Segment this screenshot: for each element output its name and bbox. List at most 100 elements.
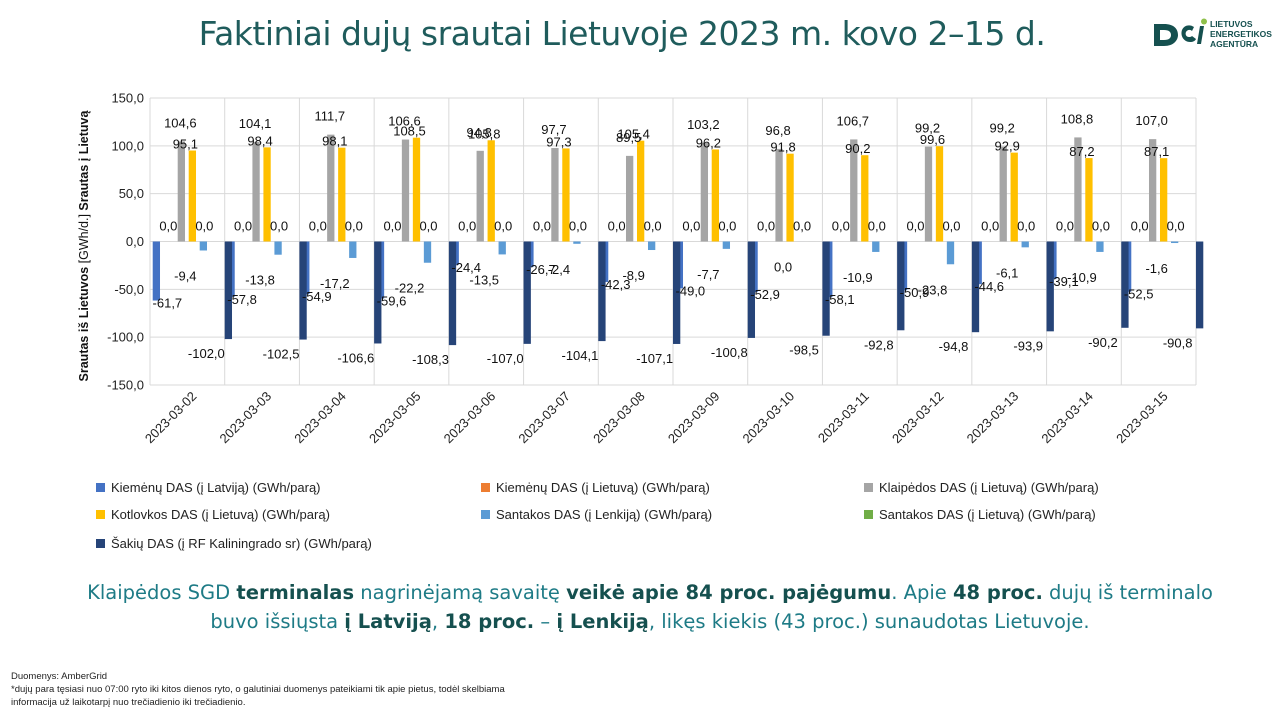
data-label: 98,4 (247, 133, 272, 148)
legend-label: Kiemėnų DAS (į Latviją) (GWh/parą) (111, 480, 321, 495)
data-label: 0,0 (270, 219, 288, 234)
legend-swatch (864, 510, 873, 519)
bar (349, 241, 357, 258)
data-label: -1,6 (1145, 261, 1167, 276)
data-label: 99,6 (920, 132, 945, 147)
data-label: -8,9 (622, 268, 644, 283)
data-label: -61,7 (153, 296, 183, 311)
data-label: -24,4 (451, 260, 481, 275)
data-label: 96,8 (765, 123, 790, 138)
data-label: -10,9 (843, 270, 873, 285)
data-label: 0,0 (774, 260, 792, 275)
data-label: 0,0 (868, 219, 886, 234)
data-label: 0,0 (757, 219, 775, 234)
x-tick-label: 2023-03-09 (665, 389, 723, 447)
data-label: 0,0 (569, 219, 587, 234)
x-tick-label: 2023-03-11 (815, 389, 872, 446)
data-label: 0,0 (981, 219, 999, 234)
data-label: -90,2 (1088, 335, 1118, 350)
data-label: 0,0 (309, 219, 327, 234)
bar (636, 140, 645, 242)
data-label: -49,0 (676, 283, 706, 298)
bar (252, 141, 260, 242)
data-label: 96,2 (696, 135, 721, 150)
y-axis-title: Srautas iš Lietuvos [GWh/d.] Srautas į L… (77, 109, 91, 381)
data-label: -58,1 (825, 292, 855, 307)
legend-item: Santakos DAS (į Lietuvą) (GWh/parą) (864, 507, 1096, 522)
data-label: 92,9 (995, 139, 1020, 154)
data-label: 0,0 (533, 219, 551, 234)
footnote-line: informacija už laikotarpį nuo trečiadien… (11, 697, 246, 708)
x-tick-label: 2023-03-14 (1038, 389, 1096, 447)
bar (897, 241, 905, 331)
x-tick-label: 2023-03-04 (291, 389, 349, 447)
bar (722, 241, 731, 249)
bar-chart: 150,0 100,0 50,0 0,0 -50,0 -100,0 -150,0 -61,7 -… (77, 91, 1204, 447)
bar (374, 241, 382, 344)
data-label: 105,4 (617, 127, 650, 142)
bar (861, 155, 869, 242)
legend-item: Kiemėnų DAS (į Lietuvą) (GWh/parą) (481, 480, 710, 495)
data-label: 104,6 (164, 115, 197, 130)
bar (1074, 137, 1082, 242)
data-label: 0,0 (195, 219, 213, 234)
bar (263, 147, 271, 242)
x-tick-label: 2023-03-13 (964, 389, 1022, 447)
y-tick-label: 150,0 (111, 91, 144, 106)
data-label: 0,0 (682, 219, 700, 234)
data-label: 97,3 (546, 134, 571, 149)
data-label: -9,4 (174, 268, 196, 283)
data-label: 87,1 (1144, 144, 1169, 159)
data-label: -52,5 (1124, 287, 1154, 302)
data-label: 0,0 (458, 219, 476, 234)
data-label: -107,0 (487, 351, 524, 366)
data-label: 0,0 (942, 219, 960, 234)
data-label: -10,9 (1067, 270, 1097, 285)
data-label: -90,8 (1163, 335, 1193, 350)
y-axis-title-part: [GWh/d.] (77, 214, 91, 267)
y-tick-label: -150,0 (107, 378, 144, 393)
data-label: 0,0 (1167, 219, 1185, 234)
data-label: 0,0 (644, 219, 662, 234)
data-label: -50,9 (900, 285, 930, 300)
y-tick-label: 50,0 (119, 186, 144, 201)
x-tick-label: 2023-03-12 (889, 389, 947, 447)
bar (152, 241, 161, 301)
bar (487, 140, 495, 242)
bar (274, 241, 282, 255)
data-label: 0,0 (906, 219, 924, 234)
data-label: 99,2 (915, 121, 940, 136)
bar (562, 148, 570, 242)
bar (1021, 241, 1029, 248)
legend-swatch (864, 483, 873, 492)
x-tick-label: 2023-03-06 (441, 389, 499, 447)
data-label: -39,1 (1049, 274, 1079, 289)
bar (448, 241, 457, 346)
bar (700, 142, 709, 242)
data-label: -44,6 (974, 279, 1004, 294)
data-label: -13,5 (469, 272, 499, 287)
data-label: 0,0 (383, 219, 401, 234)
data-label: -2,4 (548, 262, 570, 277)
x-tick-label: 2023-03-08 (590, 389, 648, 447)
bar (224, 241, 233, 340)
logo-text: LIETUVOS ENERGETIKOS AGENTŪRA (1210, 19, 1272, 49)
bar (1046, 241, 1054, 332)
logo-mark-icon (1154, 18, 1207, 46)
data-label: -106,6 (337, 350, 374, 365)
data-label: -7,7 (697, 267, 719, 282)
bar (672, 241, 681, 344)
data-label: 0,0 (1056, 219, 1074, 234)
data-label: 98,1 (322, 134, 347, 149)
legend-label: Klaipėdos DAS (į Lietuvą) (GWh/parą) (879, 480, 1099, 495)
bar (946, 241, 955, 265)
bar (177, 141, 186, 242)
x-tick-label: 2023-03-02 (142, 389, 200, 447)
data-label: -52,9 (750, 287, 780, 302)
legend-swatch (96, 539, 105, 548)
data-label: 99,2 (990, 121, 1015, 136)
bar (935, 146, 944, 242)
data-label: 107,0 (1135, 113, 1168, 128)
bar (850, 139, 858, 242)
data-label: 91,8 (770, 140, 795, 155)
